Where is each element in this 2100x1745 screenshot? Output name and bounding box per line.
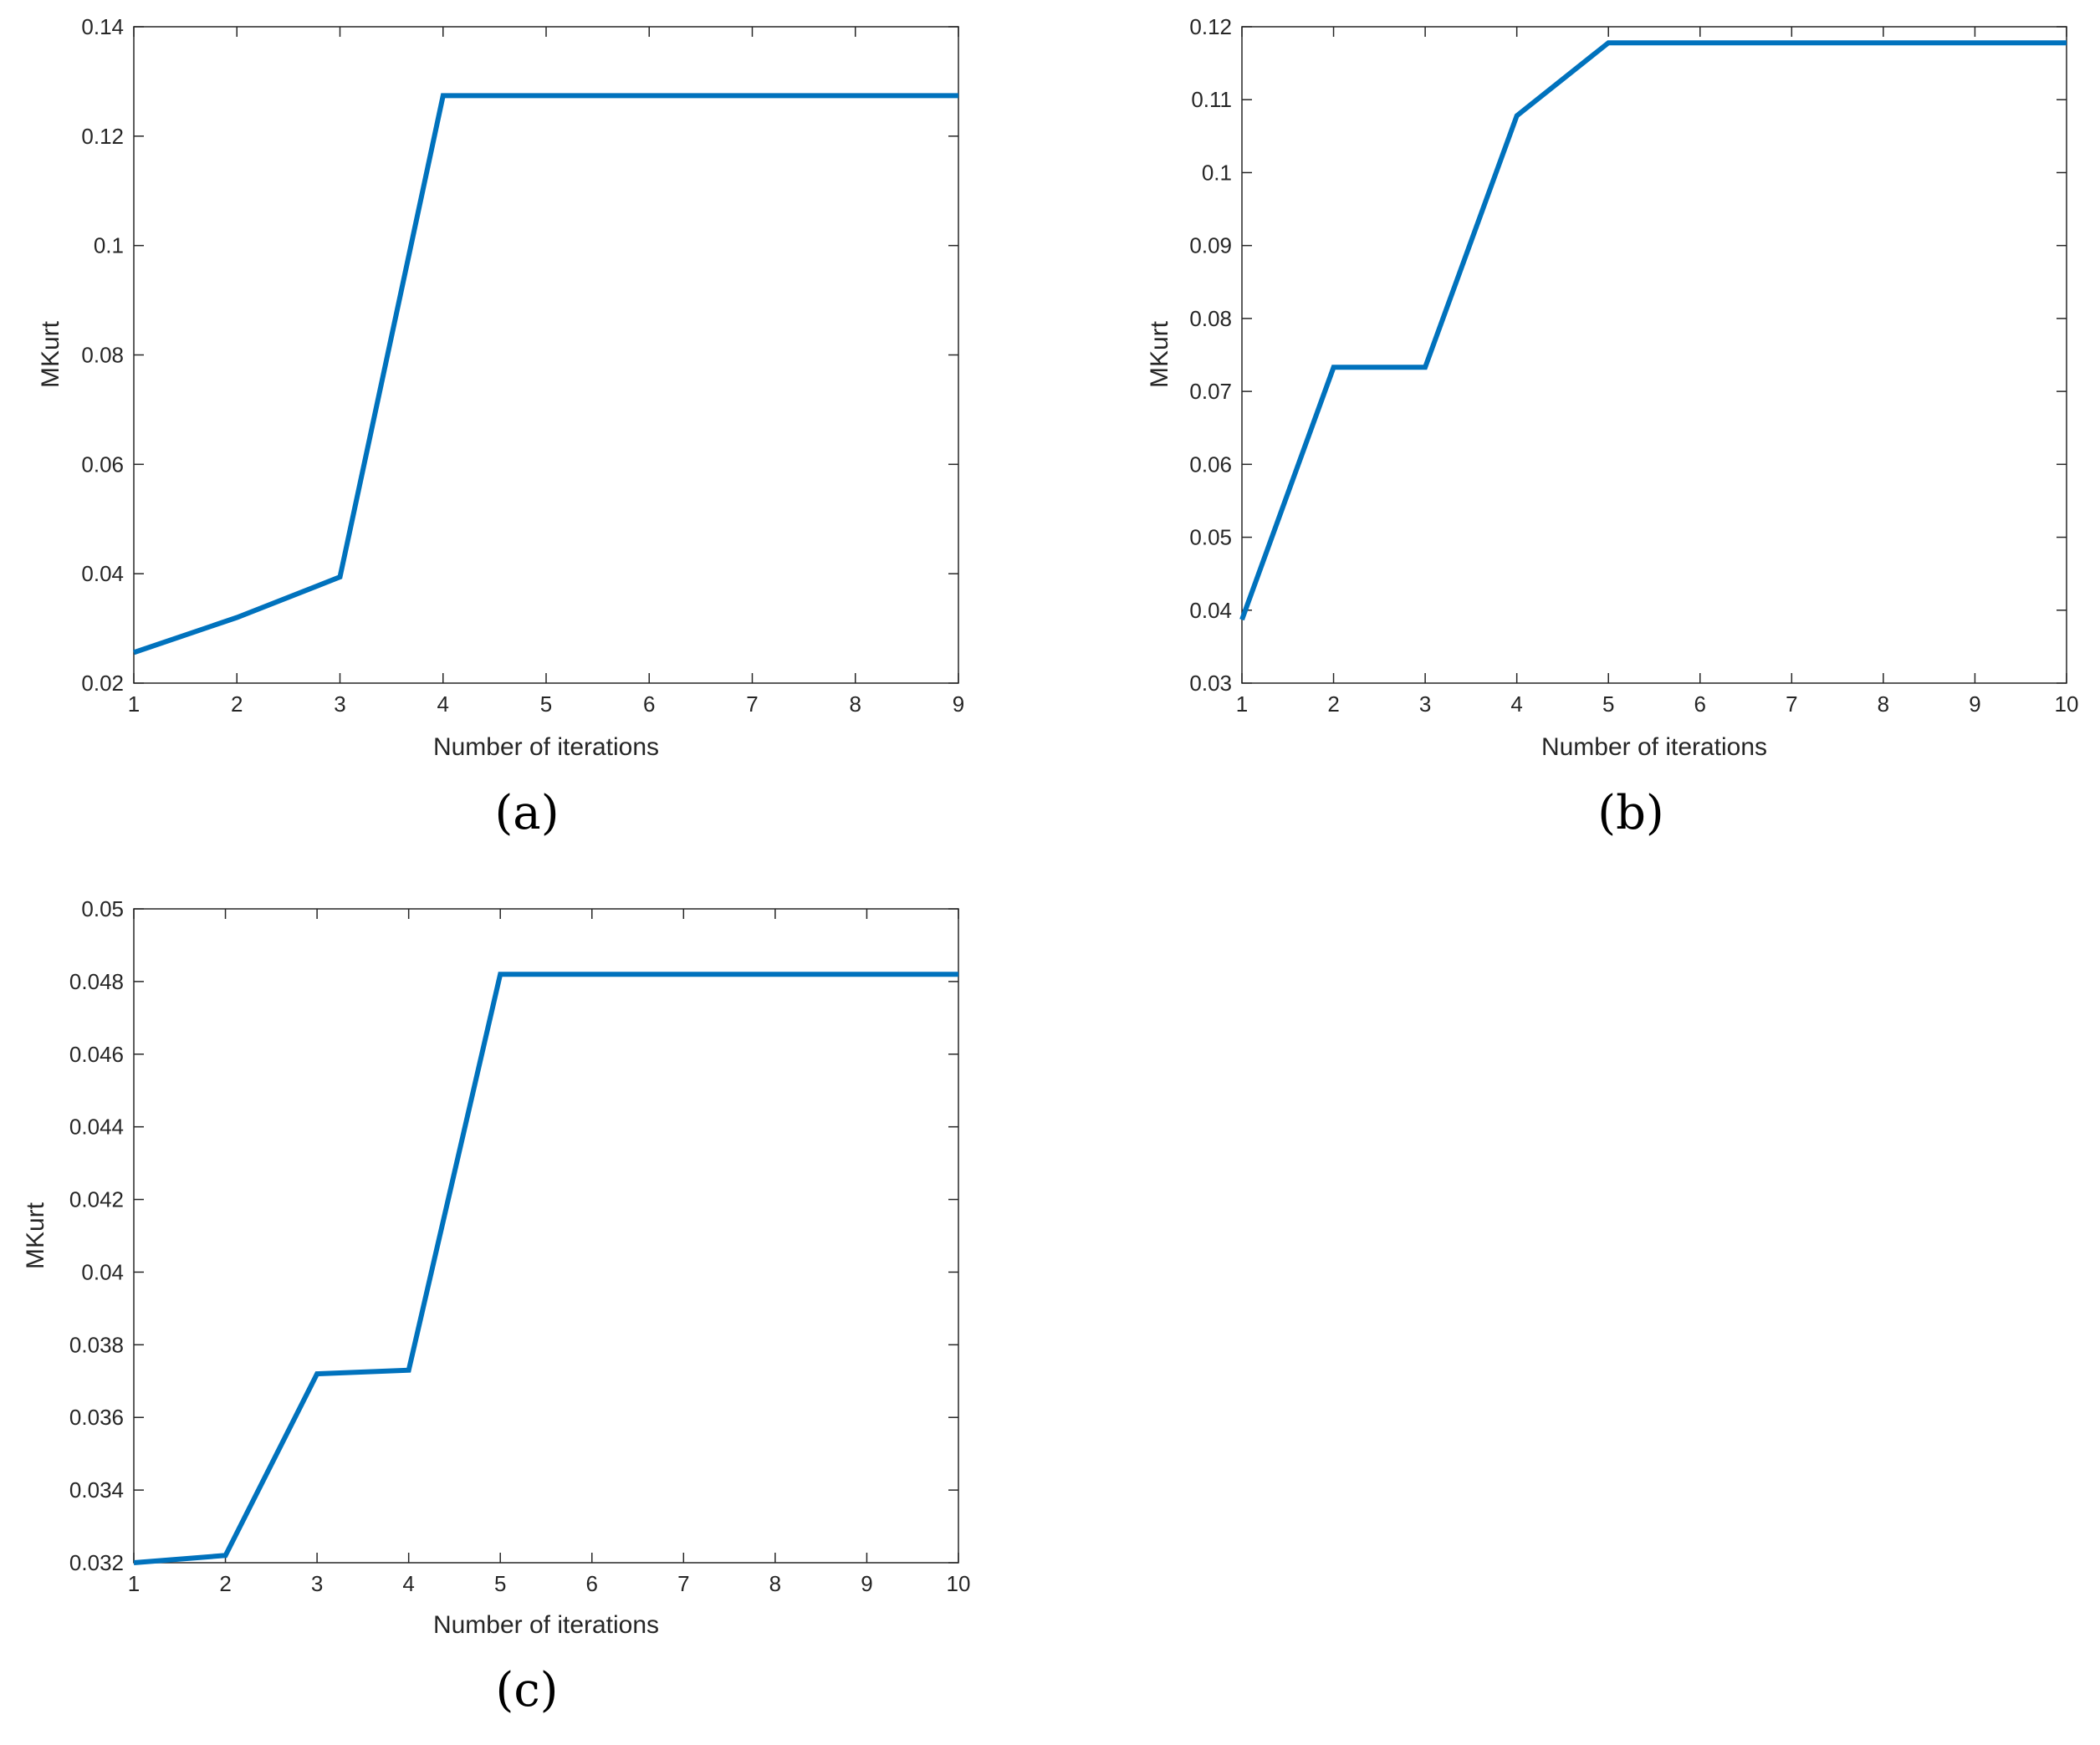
plot-area-c: [133, 908, 959, 1564]
y-tick-label-a-0: 0.02: [81, 671, 124, 696]
y-axis-label-c: MKurt: [22, 1202, 49, 1269]
x-tick-label-a-6: 6: [643, 691, 655, 717]
y-tick-label-a-1: 0.04: [81, 561, 124, 586]
y-tick-label-c-6: 0.044: [69, 1115, 124, 1140]
x-tick-label-c-2: 2: [219, 1571, 231, 1596]
x-axis-label-a: Number of iterations: [433, 733, 659, 761]
mkurt-series-line-c: [133, 972, 958, 1565]
y-tick-label-b-3: 0.06: [1189, 452, 1232, 477]
x-tick-label-b-3: 3: [1419, 691, 1431, 717]
x-tick-label-b-10: 10: [2055, 691, 2079, 717]
x-axis-label-b: Number of iterations: [1541, 733, 1767, 761]
mkurt-series-line-b: [1239, 40, 2067, 621]
x-tick-label-b-5: 5: [1602, 691, 1614, 717]
y-tick-label-c-3: 0.038: [69, 1332, 124, 1357]
y-tick-label-a-6: 0.14: [81, 14, 124, 39]
panel-label-a: (a): [494, 786, 559, 840]
x-tick-label-c-3: 3: [311, 1571, 323, 1596]
x-tick-label-a-2: 2: [231, 691, 243, 717]
x-tick-label-a-5: 5: [540, 691, 552, 717]
y-tick-label-b-8: 0.11: [1191, 87, 1232, 112]
y-ticks-b: 0.03 0.04 0.05 0.06 0.07 0.08 0.09 0.1 0.11 0.12: [1189, 14, 2067, 696]
x-tick-label-b-7: 7: [1786, 691, 1797, 717]
y-tick-label-b-2: 0.05: [1189, 525, 1232, 550]
y-tick-label-a-2: 0.06: [81, 452, 124, 477]
x-tick-label-c-5: 5: [494, 1571, 506, 1596]
y-tick-label-b-4: 0.07: [1189, 379, 1232, 404]
x-tick-label-a-9: 9: [953, 691, 964, 717]
x-tick-label-c-8: 8: [769, 1571, 781, 1596]
x-tick-label-b-6: 6: [1694, 691, 1706, 717]
x-tick-label-c-7: 7: [677, 1571, 689, 1596]
y-tick-label-c-4: 0.04: [81, 1259, 124, 1284]
panel-c: 1 2 3 4 5 6 7 8 9 10 0.032 0.034 0.036 0.038 0.04 0.04…: [22, 896, 970, 1717]
y-tick-label-c-1: 0.034: [69, 1477, 124, 1503]
x-tick-label-a-4: 4: [437, 691, 449, 717]
x-tick-label-c-4: 4: [402, 1571, 414, 1596]
y-tick-label-b-5: 0.08: [1189, 306, 1232, 331]
plot-area-a: [133, 26, 959, 684]
y-tick-label-a-5: 0.12: [81, 124, 124, 149]
y-tick-label-c-5: 0.042: [69, 1187, 124, 1212]
x-tick-label-b-2: 2: [1327, 691, 1339, 717]
mkurt-series-line-a: [133, 93, 958, 656]
x-tick-label-a-3: 3: [334, 691, 345, 717]
x-tick-label-b-9: 9: [1969, 691, 1980, 717]
x-tick-label-c-1: 1: [128, 1571, 140, 1596]
x-tick-label-c-10: 10: [947, 1571, 971, 1596]
x-tick-label-b-1: 1: [1236, 691, 1248, 717]
y-axis-label-b: MKurt: [1146, 320, 1173, 388]
x-tick-label-c-9: 9: [861, 1571, 872, 1596]
x-tick-label-a-7: 7: [746, 691, 758, 717]
y-tick-label-b-0: 0.03: [1189, 671, 1232, 696]
x-ticks-c: 1 2 3 4 5 6 7 8 9 10: [128, 909, 971, 1596]
y-tick-label-c-7: 0.046: [69, 1042, 124, 1067]
y-tick-label-b-6: 0.09: [1189, 233, 1232, 258]
y-tick-label-c-8: 0.048: [69, 969, 124, 994]
x-tick-label-b-4: 4: [1510, 691, 1522, 717]
x-ticks-a: 1 2 3 4 5 6 7 8 9: [128, 27, 964, 717]
panel-label-c: (c): [495, 1663, 558, 1717]
y-tick-label-b-7: 0.1: [1202, 160, 1232, 185]
y-ticks-a: 0.02 0.04 0.06 0.08 0.1 0.12 0.14: [81, 14, 958, 696]
y-tick-label-a-3: 0.08: [81, 343, 124, 368]
x-ticks-b: 1 2 3 4 5 6 7 8 9 10: [1236, 27, 2079, 717]
x-axis-label-c: Number of iterations: [433, 1611, 659, 1639]
panel-label-b: (b): [1597, 786, 1664, 840]
y-tick-label-b-9: 0.12: [1189, 14, 1232, 39]
y-tick-label-c-0: 0.032: [69, 1550, 124, 1575]
panel-b: 1 2 3 4 5 6 7 8 9 10 0.03 0.04 0.05 0.06 0.07 0.08 0.09…: [1146, 14, 2078, 840]
y-tick-label-c-2: 0.036: [69, 1405, 124, 1430]
plot-area-b: [1241, 26, 2067, 684]
x-tick-label-c-6: 6: [586, 1571, 598, 1596]
x-tick-label-a-8: 8: [850, 691, 861, 717]
y-axis-label-a: MKurt: [37, 320, 64, 388]
y-ticks-c: 0.032 0.034 0.036 0.038 0.04 0.042 0.044 0.046 0…: [69, 896, 958, 1575]
y-tick-label-c-9: 0.05: [81, 896, 124, 921]
panel-a: 1 2 3 4 5 6 7 8 9 0.02 0.04 0.06 0.08 0.1 0.12 0.14 Nu…: [37, 14, 964, 840]
y-tick-label-a-4: 0.1: [94, 233, 124, 258]
y-tick-label-b-1: 0.04: [1189, 598, 1232, 623]
x-tick-label-a-1: 1: [128, 691, 140, 717]
x-tick-label-b-8: 8: [1878, 691, 1889, 717]
